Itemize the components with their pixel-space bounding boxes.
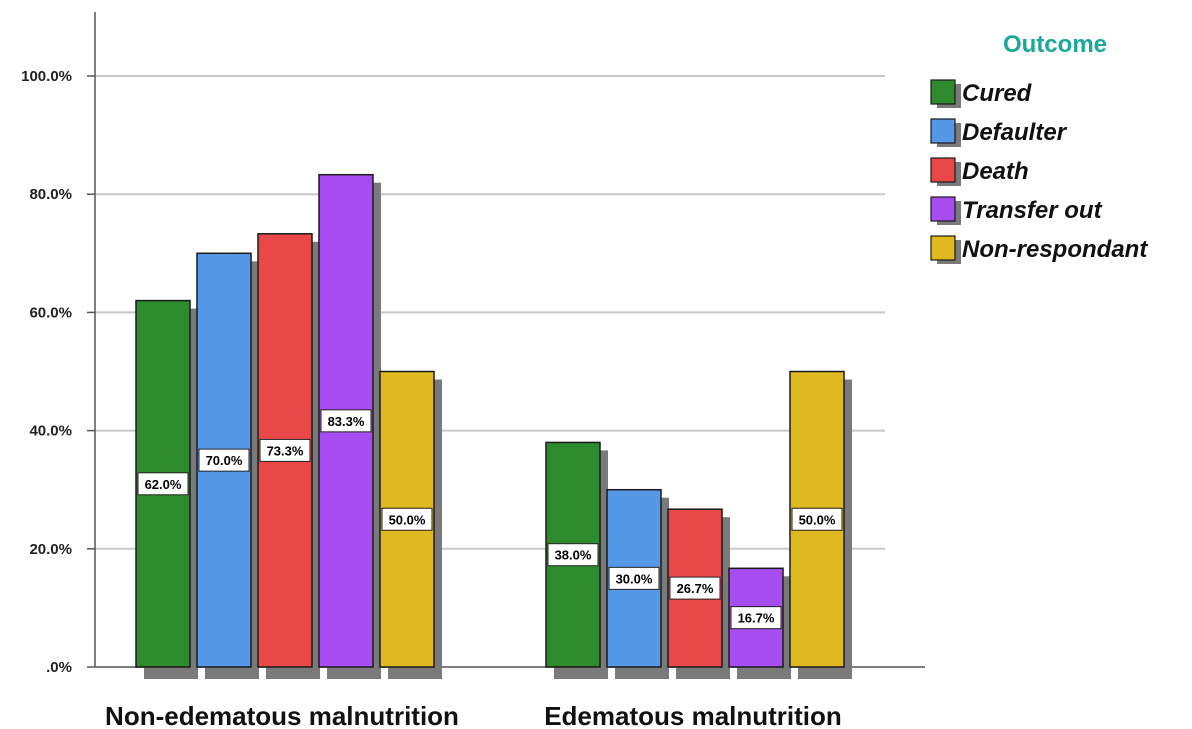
- data-label: 73.3%: [259, 438, 311, 462]
- data-label-text: 62.0%: [145, 477, 182, 492]
- data-label-text: 50.0%: [389, 512, 426, 527]
- data-label-box: [381, 507, 433, 531]
- data-label-box: [198, 448, 250, 472]
- y-tick-label: 20.0%: [29, 541, 72, 558]
- data-label-text: 73.3%: [267, 443, 304, 458]
- legend-swatch: [930, 196, 956, 222]
- legend-item: Cured: [930, 79, 1033, 108]
- data-label-text: 50.0%: [799, 512, 836, 527]
- legend-swatch: [930, 157, 956, 183]
- data-label: 38.0%: [547, 543, 599, 567]
- legend-swatch: [930, 79, 956, 105]
- legend-label: Cured: [962, 80, 1033, 107]
- data-label: 70.0%: [198, 448, 250, 472]
- legend-label: Transfer out: [962, 197, 1103, 224]
- data-label-box: [669, 576, 721, 600]
- legend-item: Non-respondant: [930, 235, 1148, 264]
- data-label: 62.0%: [137, 472, 189, 496]
- legend-item: Death: [930, 157, 1029, 186]
- y-tick-label: .0%: [46, 659, 72, 676]
- data-label-box: [547, 543, 599, 567]
- y-tick-label: 40.0%: [29, 423, 72, 440]
- data-label-text: 70.0%: [206, 453, 243, 468]
- data-label-box: [791, 507, 843, 531]
- legend-item: Defaulter: [930, 118, 1068, 147]
- data-label: 83.3%: [320, 409, 372, 433]
- y-tick-label: 100.0%: [21, 68, 72, 85]
- legend-label: Non-respondant: [962, 236, 1148, 263]
- data-labels: 62.0% 70.0% 73.3% 83.3% 50.0% 38.0% 30.0% 26.7%…: [137, 409, 843, 630]
- legend-swatch: [930, 118, 956, 144]
- bars: [135, 173, 852, 679]
- data-label-text: 38.0%: [555, 548, 592, 563]
- data-label: 50.0%: [381, 507, 433, 531]
- legend: Outcome Cured Defaulter Death Transfer out N…: [930, 31, 1148, 264]
- legend-label: Defaulter: [962, 119, 1068, 146]
- data-label: 50.0%: [791, 507, 843, 531]
- legend-label: Death: [962, 158, 1029, 185]
- data-label-text: 30.0%: [616, 571, 653, 586]
- data-label: 26.7%: [669, 576, 721, 600]
- data-label-text: 16.7%: [738, 611, 775, 626]
- data-label: 16.7%: [730, 606, 782, 630]
- data-label-box: [320, 409, 372, 433]
- x-category-label: Edematous malnutrition: [544, 701, 842, 729]
- data-label-box: [730, 606, 782, 630]
- legend-swatch: [930, 235, 956, 261]
- data-label-box: [137, 472, 189, 496]
- legend-item: Transfer out: [930, 196, 1103, 225]
- data-label-text: 83.3%: [328, 414, 365, 429]
- data-label: 30.0%: [608, 566, 660, 590]
- x-category-label: Non-edematous malnutrition: [105, 701, 459, 729]
- y-tick-label: 60.0%: [29, 304, 72, 321]
- data-label-text: 26.7%: [677, 581, 714, 596]
- legend-title: Outcome: [1003, 31, 1107, 58]
- y-tick-label: 80.0%: [29, 186, 72, 203]
- data-label-box: [259, 438, 311, 462]
- data-label-box: [608, 566, 660, 590]
